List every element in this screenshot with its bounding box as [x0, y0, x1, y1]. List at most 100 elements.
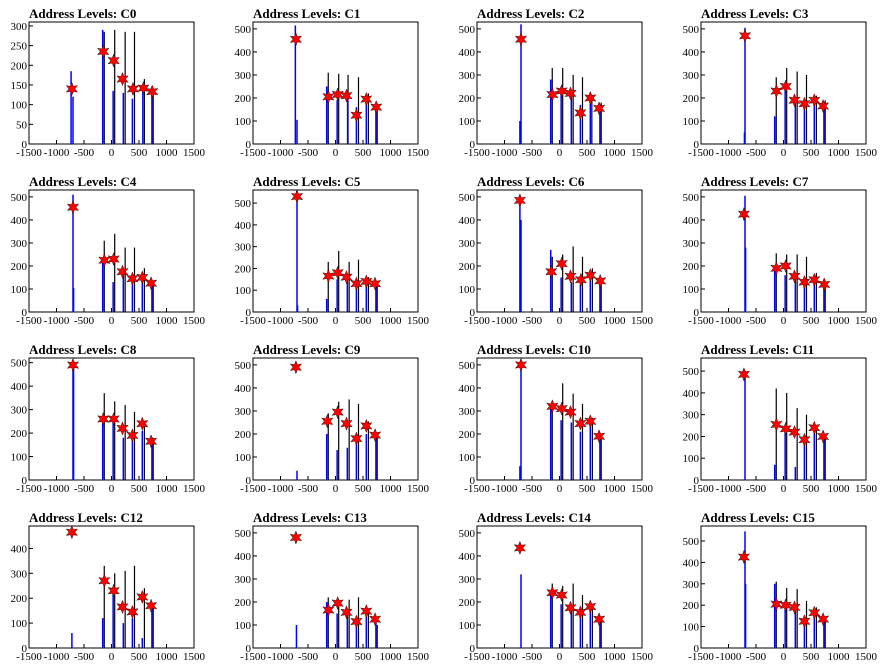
- x-tick-label: -1000: [44, 651, 70, 663]
- x-tick-label: -1500: [16, 315, 42, 327]
- peak-star: [331, 265, 344, 280]
- x-tick-label: -1000: [44, 483, 70, 495]
- y-tick-label: 400: [11, 543, 28, 555]
- peak-star: [360, 92, 373, 107]
- chart-panel: Address Levels: C5 0 100 200 300 400 500 -1500-…: [224, 168, 448, 336]
- y-tick-label: 400: [235, 47, 252, 59]
- peak-star: [564, 86, 577, 101]
- y-tick-label: 0: [22, 307, 28, 319]
- y-tick-label: 400: [459, 551, 476, 563]
- plot-frame: [476, 525, 643, 649]
- x-tick-label: 1000: [380, 651, 403, 663]
- chart-title: Address Levels: C2: [477, 6, 585, 21]
- peak-star: [564, 405, 577, 420]
- chart-title: Address Levels: C12: [29, 510, 143, 525]
- y-tick-label: 400: [683, 557, 700, 569]
- y-tick-label: 400: [683, 215, 700, 227]
- peak-star: [584, 268, 597, 283]
- peak-star: [808, 93, 821, 108]
- x-tick-label: 1500: [631, 147, 654, 159]
- x-tick-label: 1000: [156, 147, 179, 159]
- x-tick-label: -500: [298, 483, 319, 495]
- y-tick-label: 500: [235, 24, 252, 36]
- plot-frame: [700, 357, 867, 481]
- y-tick-label: 300: [11, 238, 28, 250]
- chart-plot: 0 100 200 300 400 500 -1500 -1000 -500 0 500 1000 15…: [459, 189, 654, 327]
- x-tick-label: 1500: [855, 315, 878, 327]
- y-tick-label: 300: [459, 406, 476, 418]
- peak-star: [331, 405, 344, 420]
- peak-star: [818, 277, 831, 292]
- chart-title: Address Levels: C1: [253, 6, 361, 21]
- x-tick-label: -500: [746, 483, 767, 495]
- x-tick-label: 1500: [631, 651, 654, 663]
- x-tick-label: 1000: [380, 147, 403, 159]
- x-tick-label: -500: [746, 315, 767, 327]
- y-tick-label: 0: [22, 475, 28, 487]
- chart-panel: Address Levels: C8 0 100 200 300 400 500 -1500-…: [0, 336, 224, 504]
- x-tick-label: 1000: [828, 147, 851, 159]
- peak-star: [555, 256, 568, 271]
- x-tick-label: 500: [131, 651, 148, 663]
- y-tick-label: 500: [235, 360, 252, 372]
- x-tick-label: -1000: [268, 147, 294, 159]
- x-tick-label: 1000: [156, 651, 179, 663]
- plot-frame: [252, 525, 419, 649]
- peak-star: [289, 530, 303, 545]
- chart-title: Address Levels: C0: [29, 6, 137, 21]
- peak-star: [816, 612, 830, 627]
- chart-panel: Address Levels: C6 0 100 200 300 400 500 -1500-…: [448, 168, 672, 336]
- x-tick-label: 0: [109, 147, 115, 159]
- y-tick-label: 200: [11, 428, 28, 440]
- peak-star: [116, 599, 129, 614]
- peak-star: [808, 420, 821, 435]
- y-tick-label: 300: [683, 238, 700, 250]
- y-tick-label: 400: [683, 47, 700, 59]
- peak-star: [555, 401, 568, 416]
- peak-star: [136, 589, 149, 605]
- x-tick-label: 0: [781, 483, 787, 495]
- x-tick-label: 500: [355, 147, 372, 159]
- peak-star: [808, 272, 821, 287]
- x-tick-label: -1500: [688, 315, 714, 327]
- peak-star: [322, 602, 335, 618]
- peak-star: [770, 597, 783, 612]
- x-tick-label: 500: [355, 651, 372, 663]
- peak-star: [798, 432, 811, 447]
- peak-star: [340, 416, 353, 431]
- peak-star: [779, 258, 792, 274]
- peak-star: [779, 421, 792, 436]
- peak-star: [65, 525, 79, 540]
- peak-star: [137, 81, 150, 96]
- x-tick-label: 0: [333, 651, 339, 663]
- peak-star: [289, 360, 303, 375]
- peak-star: [584, 414, 597, 429]
- y-tick-label: 400: [11, 381, 28, 393]
- y-tick-label: 200: [683, 431, 700, 443]
- x-tick-label: 0: [781, 651, 787, 663]
- y-tick-label: 400: [459, 383, 476, 395]
- x-tick-label: 1500: [183, 147, 206, 159]
- peak-star: [107, 252, 120, 267]
- peak-star: [144, 434, 158, 449]
- x-tick-label: -1500: [240, 147, 266, 159]
- chart-plot: 0 100 200 300 400 500 -1500 -1000 -500 0 500 1000 15…: [11, 189, 206, 327]
- x-tick-label: 1000: [604, 651, 627, 663]
- plot-frame: [476, 189, 643, 313]
- y-tick-label: 100: [459, 452, 476, 464]
- peak-star: [340, 270, 353, 285]
- y-tick-label: 200: [11, 261, 28, 273]
- peak-star: [136, 416, 149, 431]
- chart-title: Address Levels: C3: [701, 6, 809, 21]
- y-tick-label: 300: [459, 238, 476, 250]
- chart-panel: Address Levels: C11 0 100 200 300 400 500 -1500…: [672, 336, 896, 504]
- x-tick-label: 1000: [828, 483, 851, 495]
- x-tick-label: 0: [333, 315, 339, 327]
- x-tick-label: 1500: [407, 315, 430, 327]
- peak-star: [368, 612, 382, 627]
- peak-star: [107, 53, 120, 68]
- y-tick-label: 300: [683, 70, 700, 82]
- x-tick-label: 500: [355, 315, 372, 327]
- x-tick-label: 0: [109, 483, 115, 495]
- x-tick-label: 0: [557, 315, 563, 327]
